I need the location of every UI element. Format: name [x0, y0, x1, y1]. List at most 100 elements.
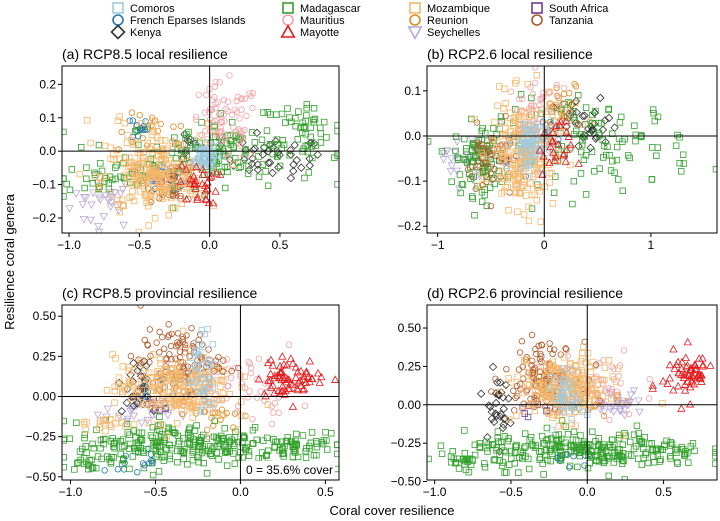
data-point — [680, 160, 688, 167]
data-point — [520, 211, 528, 218]
data-point — [178, 200, 185, 208]
data-point — [535, 447, 543, 455]
data-point — [262, 168, 269, 175]
data-point — [228, 111, 236, 119]
data-point — [292, 155, 302, 165]
y-tick-label: −0.1 — [32, 178, 56, 192]
data-point — [277, 367, 286, 375]
data-point — [299, 432, 307, 439]
data-point — [81, 184, 88, 192]
data-point — [183, 332, 190, 339]
data-point — [130, 427, 138, 434]
data-point — [94, 222, 103, 231]
data-point — [605, 385, 612, 392]
data-point — [305, 356, 314, 365]
data-point — [159, 333, 166, 341]
data-point — [458, 181, 466, 188]
data-point — [101, 142, 109, 150]
data-point — [233, 409, 241, 416]
data-point — [691, 364, 701, 372]
data-point — [288, 380, 297, 388]
y-tick-label: 0.00 — [33, 390, 57, 404]
x-tick-label: −0.5 — [127, 238, 151, 252]
data-point — [78, 143, 85, 151]
data-point — [260, 109, 267, 116]
data-point — [214, 99, 221, 106]
x-tick-label: 1 — [648, 238, 655, 252]
data-point — [690, 360, 700, 369]
data-point — [513, 412, 520, 419]
data-point — [565, 109, 573, 116]
data-point — [561, 101, 568, 108]
data-point — [117, 407, 126, 416]
data-point — [119, 202, 127, 209]
data-point — [596, 458, 603, 465]
data-point — [195, 91, 202, 99]
data-point — [608, 395, 615, 402]
data-point — [180, 449, 188, 456]
data-point — [158, 151, 166, 159]
data-point — [135, 141, 142, 149]
data-point — [544, 456, 551, 464]
data-point — [123, 420, 131, 428]
data-point — [544, 367, 552, 374]
data-point — [127, 352, 135, 360]
data-point — [320, 440, 327, 448]
data-point — [134, 468, 141, 476]
data-point — [121, 386, 129, 394]
data-point — [242, 412, 249, 420]
data-point — [637, 133, 645, 141]
data-point — [192, 113, 200, 121]
data-point — [650, 110, 657, 117]
data-point — [599, 136, 606, 144]
data-point — [221, 184, 229, 192]
data-point — [479, 181, 486, 189]
data-point — [630, 431, 638, 438]
data-point — [275, 409, 282, 416]
data-point — [264, 182, 272, 190]
data-point — [546, 384, 554, 392]
legend-marker-south-africa — [531, 2, 543, 14]
data-point — [140, 400, 147, 408]
data-point — [280, 141, 288, 149]
data-point — [224, 168, 231, 176]
data-point — [604, 113, 614, 123]
data-point — [493, 150, 500, 157]
data-point — [311, 115, 319, 123]
data-point — [206, 376, 213, 383]
data-point — [606, 152, 613, 159]
data-point — [201, 109, 209, 116]
data-point — [689, 379, 699, 388]
data-point — [108, 423, 115, 431]
data-point — [143, 445, 150, 453]
legend-label-french-eparses-islands: French Eparses Islands — [130, 15, 246, 27]
data-point — [235, 364, 242, 372]
data-point — [62, 175, 67, 182]
data-point — [494, 434, 501, 442]
data-point — [74, 460, 81, 467]
data-point — [682, 362, 691, 371]
data-point — [466, 455, 473, 462]
data-point — [180, 455, 187, 463]
data-point — [557, 435, 565, 443]
data-point — [644, 459, 652, 467]
data-point — [491, 165, 498, 173]
data-point — [595, 435, 602, 442]
data-point — [133, 169, 140, 176]
data-point — [217, 128, 224, 135]
data-point — [531, 376, 538, 384]
data-point — [519, 385, 527, 392]
data-point — [566, 90, 573, 97]
data-point — [230, 161, 237, 168]
data-point — [210, 126, 217, 134]
data-point — [245, 358, 252, 366]
data-point — [578, 141, 586, 149]
data-point — [146, 369, 153, 376]
data-point — [549, 111, 556, 118]
series-mayotte — [648, 337, 715, 412]
data-point — [498, 190, 505, 197]
data-point — [572, 409, 579, 416]
data-point — [452, 138, 462, 147]
data-point — [241, 373, 248, 380]
data-point — [202, 401, 210, 409]
